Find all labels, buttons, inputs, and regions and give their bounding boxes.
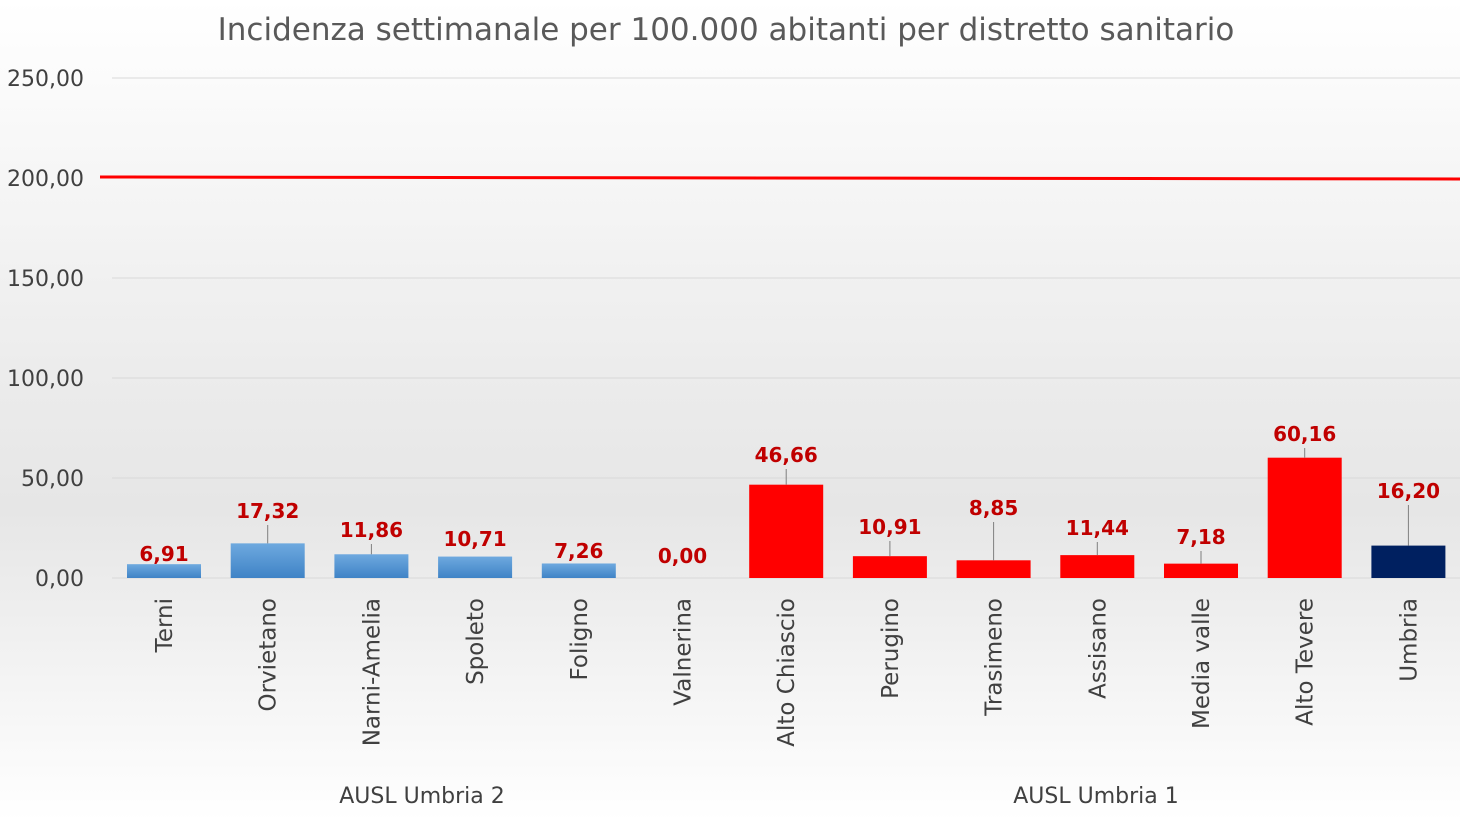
x-tick-label: Trasimeno [982,598,1008,717]
data-label: 11,44 [1066,516,1129,540]
x-tick-label: Foligno [567,598,593,681]
x-tick-label: Valnerina [671,598,697,706]
x-tick-label: Umbria [1396,598,1422,682]
data-label: 11,86 [340,518,403,542]
group-labels: AUSL Umbria 2 AUSL Umbria 1 [339,784,1179,809]
bar [1371,545,1446,578]
group-label: AUSL Umbria 2 [339,784,505,809]
x-tick-label: Spoleto [463,598,489,685]
data-label: 10,71 [443,527,506,551]
data-label: 6,91 [139,542,188,566]
x-tick-label: Alto Chiascio [774,598,800,747]
reference-line-layer [99,175,1460,181]
bar [956,560,1031,578]
bar [127,564,201,578]
x-tick-label: Perugino [878,598,904,699]
x-axis-ticks: Terni Orvietano Narni-Amelia Spoleto Foligno… [152,598,1422,747]
bar [230,543,305,578]
data-label: 7,26 [554,539,603,563]
data-label: 46,66 [755,443,818,467]
y-tick-label: 100,00 [7,367,84,392]
bar [541,563,616,578]
bar [438,556,513,578]
y-tick-label: 50,00 [21,467,84,492]
x-tick-label: Alto Tevere [1293,598,1319,726]
bar [1060,555,1135,578]
y-axis-ticks: 0,00 50,00 100,00 150,00 200,00 250,00 [7,67,84,592]
y-tick-label: 250,00 [7,67,84,92]
data-labels: 6,91 17,32 11,86 10,71 7,26 0,00 46,66 10,91 8,8… [139,422,1440,568]
bar [852,556,927,578]
bar [1267,457,1342,578]
bar [1164,563,1238,578]
data-label: 7,18 [1176,525,1225,549]
data-label: 10,91 [858,515,921,539]
chart-title: Incidenza settimanale per 100.000 abitan… [218,12,1235,48]
y-tick-label: 0,00 [35,567,84,592]
data-label: 8,85 [969,496,1018,520]
data-label: 16,20 [1377,479,1440,503]
bar [334,554,409,578]
x-tick-label: Media valle [1189,598,1215,729]
x-tick-label: Orvietano [256,598,282,711]
group-label: AUSL Umbria 1 [1013,784,1179,809]
bars [127,457,1446,578]
reference-line [99,175,1460,181]
x-tick-label: Terni [152,598,178,653]
data-label: 0,00 [658,544,707,568]
y-tick-label: 150,00 [7,267,84,292]
x-tick-label: Narni-Amelia [359,598,385,746]
x-tick-label: Assisano [1085,598,1111,699]
data-label: 60,16 [1273,422,1336,446]
bar [749,484,824,578]
data-label: 17,32 [236,499,299,523]
y-tick-label: 200,00 [7,167,84,192]
